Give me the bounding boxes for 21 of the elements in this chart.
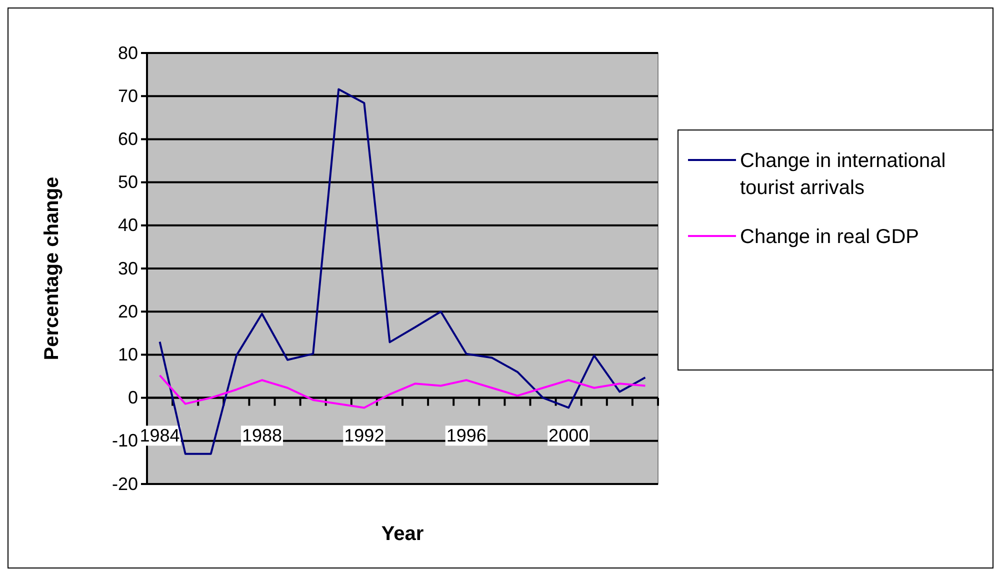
x-tick-label: 1996	[446, 426, 486, 446]
legend-label: Change in real GDP	[740, 226, 919, 248]
y-tick-label: -10	[112, 430, 138, 451]
y-tick-label: 70	[118, 86, 138, 106]
y-tick-label: 10	[118, 344, 138, 364]
legend-label: Change in international tourist arrivals	[740, 150, 946, 199]
x-tick-label: 1988	[242, 426, 282, 446]
y-tick-label: 50	[118, 172, 138, 192]
y-tick-label: 20	[118, 301, 138, 322]
y-tick-label: 60	[118, 128, 138, 149]
y-axis-title: Percentage change	[41, 176, 63, 360]
x-axis-title: Year	[381, 523, 424, 545]
y-tick-label: 0	[128, 388, 138, 408]
x-tick-label: 1992	[344, 426, 384, 446]
y-tick-label: 30	[118, 258, 138, 278]
y-tick-label: 80	[118, 42, 138, 63]
line-series	[158, 374, 646, 409]
y-tick-label: 40	[118, 215, 138, 236]
x-tick-label: 1984	[140, 426, 180, 446]
y-tick-label: -20	[112, 474, 138, 494]
x-tick-label: 2000	[548, 426, 589, 446]
